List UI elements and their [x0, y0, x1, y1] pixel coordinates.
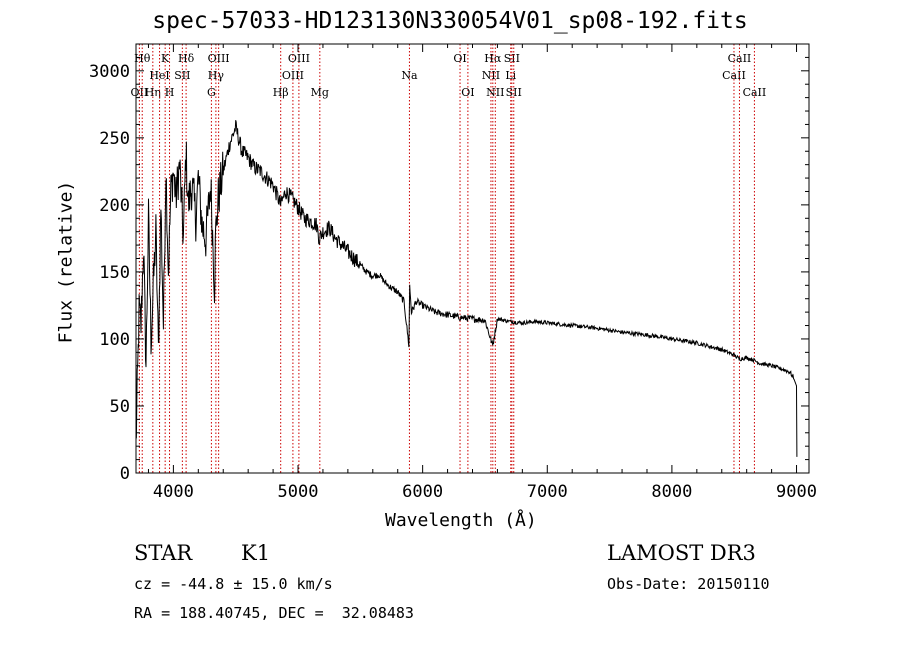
spectral-line-label: OIII: [282, 69, 304, 82]
spectral-line-label: Hα: [484, 52, 502, 65]
spectral-line-label: Mg: [311, 86, 329, 99]
spectral-line-label: OIII: [288, 52, 310, 65]
spectral-line-label: SII: [506, 86, 522, 99]
spectral-line-label: K: [161, 52, 170, 65]
spectral-line-label: Hθ: [134, 52, 151, 65]
x-tick-label: 5000: [278, 482, 319, 502]
spectral-line-label: Hη: [145, 86, 161, 99]
y-tick-label: 3000: [89, 62, 130, 82]
spectral-line-label: CaII: [722, 69, 746, 82]
spectral-line-label: H: [165, 86, 175, 99]
y-tick-label: 250: [99, 129, 130, 149]
y-tick-label: 100: [99, 330, 130, 350]
x-tick-label: 4000: [153, 482, 194, 502]
spectral-line-label: OII: [131, 86, 149, 99]
y-tick-label: 0: [120, 464, 130, 484]
spectral-line-label: Hγ: [208, 69, 225, 82]
x-tick-label: 9000: [776, 482, 817, 502]
ra-dec-coordinates: RA = 188.40745, DEC = 32.08483: [134, 604, 414, 622]
x-tick-label: 8000: [651, 482, 692, 502]
spectral-line-label: OI: [461, 86, 474, 99]
redshift-cz: cz = -44.8 ± 15.0 km/s: [134, 575, 333, 593]
spectral-line-label: Li: [505, 69, 516, 82]
x-axis-label: Wavelength (Å): [385, 510, 537, 531]
x-tick-label: 7000: [527, 482, 568, 502]
spectral-line-label: NII: [482, 69, 500, 82]
spectral-line-label: NII: [486, 86, 504, 99]
spectral-line-label: CaII: [728, 52, 752, 65]
observation-date: Obs-Date: 20150110: [607, 575, 770, 593]
y-tick-label: 200: [99, 196, 130, 216]
spectral-line-label: OI: [453, 52, 466, 65]
spectral-line-label: Hβ: [273, 86, 289, 99]
chart-title: spec-57033-HD123130N330054V01_sp08-192.f…: [152, 8, 748, 34]
spectrum-line: [135, 120, 798, 457]
spectral-line-label: SII: [174, 69, 190, 82]
y-axis-label: Flux (relative): [55, 180, 77, 344]
object-subclass: K1: [241, 541, 271, 565]
spectral-line-label: CaII: [743, 86, 767, 99]
spectral-line-label: G: [207, 86, 216, 99]
spectral-line-label: SII: [504, 52, 520, 65]
object-class: STAR: [134, 541, 193, 565]
survey-name: LAMOST DR3: [607, 541, 756, 565]
spectral-line-label: Hδ: [178, 52, 195, 65]
y-tick-label: 150: [99, 263, 130, 283]
plot-frame: [135, 43, 810, 474]
x-tick-label: 6000: [402, 482, 443, 502]
spectral-line-label: OIII: [208, 52, 230, 65]
spectral-line-label: HeI: [149, 69, 169, 82]
spectral-line-label: Na: [401, 69, 418, 82]
y-tick-label: 50: [110, 397, 130, 417]
